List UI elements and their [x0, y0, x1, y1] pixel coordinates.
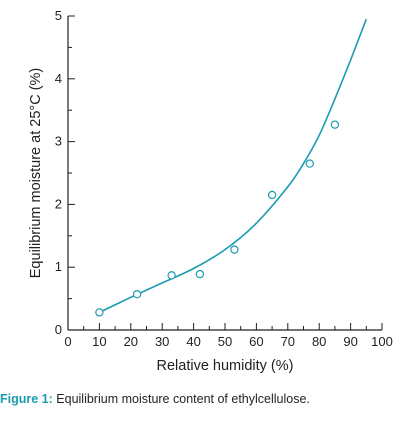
x-tick-label: 70 — [281, 334, 295, 349]
data-point — [195, 269, 205, 279]
y-axis-title: Equilibrium moisture at 25°C (%) — [28, 68, 44, 278]
data-points-layer — [95, 120, 340, 317]
data-point — [305, 159, 314, 168]
chart: 0 10 20 30 40 50 60 70 80 90 100 0 1 2 3 4 5 Relative hu… — [28, 8, 393, 374]
y-tick-label: 1 — [55, 259, 62, 274]
y-tick-label: 4 — [55, 71, 62, 86]
x-tick-label: 50 — [218, 334, 232, 349]
y-tick-label: 0 — [55, 322, 62, 337]
y-tick-label: 3 — [55, 134, 62, 149]
figure-caption: Figure 1: Equilibrium moisture content o… — [0, 392, 310, 406]
data-point — [132, 290, 142, 299]
x-tick-label: 60 — [249, 334, 263, 349]
y-tick-label: 2 — [55, 196, 62, 211]
y-tick-label: 5 — [55, 8, 62, 23]
x-tick-label: 20 — [124, 334, 138, 349]
data-point — [95, 308, 104, 317]
data-point — [230, 245, 239, 254]
data-point — [167, 271, 176, 280]
data-point — [330, 120, 340, 129]
x-tick-label: 40 — [186, 334, 200, 349]
x-tick-label: 10 — [92, 334, 106, 349]
x-tick-label: 90 — [343, 334, 357, 349]
x-tick-label: 80 — [312, 334, 326, 349]
data-point — [267, 190, 277, 200]
x-tick-label: 30 — [155, 334, 169, 349]
x-tick-label: 100 — [371, 334, 393, 349]
fit-curve-layer — [99, 18, 368, 314]
x-tick-label: 0 — [64, 334, 71, 349]
caption-label: Figure 1: — [0, 392, 53, 406]
axes: 0 10 20 30 40 50 60 70 80 90 100 0 1 2 3 4 5 — [55, 8, 393, 349]
caption-text: Equilibrium moisture content of ethylcel… — [56, 392, 310, 406]
x-axis-title: Relative humidity (%) — [157, 358, 294, 374]
fit-curve — [99, 18, 368, 314]
